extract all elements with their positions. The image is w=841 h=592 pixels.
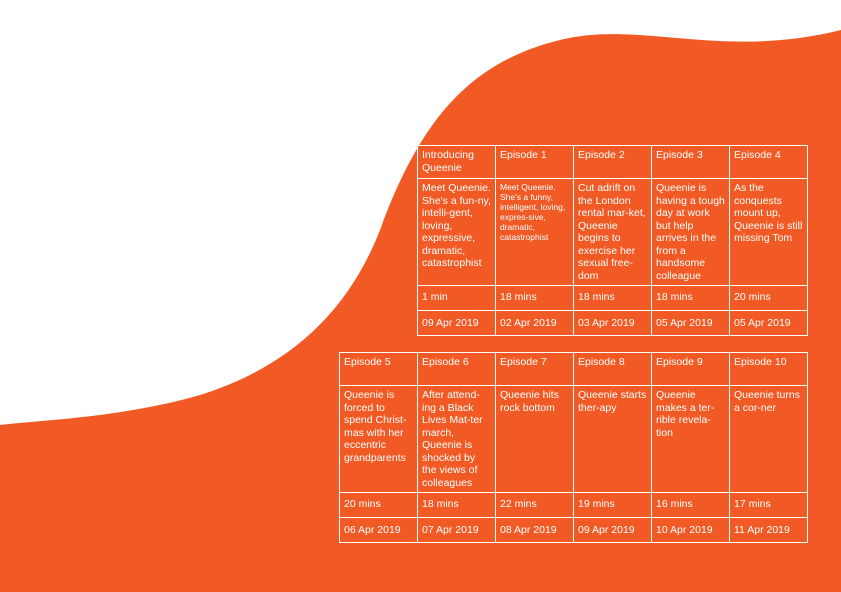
episode-date-cell: 09 Apr 2019 (573, 517, 652, 543)
episode-description-cell: Queenie is forced to spend Christ-mas wi… (339, 385, 418, 493)
episode-title-cell: Episode 2 (573, 145, 652, 179)
episode-duration-cell: 20 mins (339, 492, 418, 518)
episode-date-cell: 03 Apr 2019 (573, 310, 652, 336)
episode-description-cell: As the conquests mount up, Queenie is st… (729, 178, 808, 286)
episode-description-cell: Cut adrift on the London rental mar-ket,… (573, 178, 652, 286)
episode-duration-cell: 22 mins (495, 492, 574, 518)
episode-duration-cell: 19 mins (573, 492, 652, 518)
episode-title-cell: Introducing Queenie (417, 145, 496, 179)
episode-date-cell: 02 Apr 2019 (495, 310, 574, 336)
episode-table-bottom: Episode 5 Episode 6 Episode 7 Episode 8 … (339, 352, 808, 543)
episode-duration-cell: 18 mins (573, 285, 652, 311)
episode-date-cell: 05 Apr 2019 (729, 310, 808, 336)
episode-duration-cell: 18 mins (417, 492, 496, 518)
episode-date-cell: 11 Apr 2019 (729, 517, 808, 543)
episode-title-cell: Episode 10 (729, 352, 808, 386)
episode-date-cell: 09 Apr 2019 (417, 310, 496, 336)
episode-date-cell: 05 Apr 2019 (651, 310, 730, 336)
episode-duration-cell: 17 mins (729, 492, 808, 518)
episode-duration-cell: 20 mins (729, 285, 808, 311)
episode-title-cell: Episode 6 (417, 352, 496, 386)
episode-description-cell: Queenie is having a tough day at work bu… (651, 178, 730, 286)
episode-duration-cell: 16 mins (651, 492, 730, 518)
episode-table-top: Introducing Queenie Episode 1 Episode 2 … (417, 145, 808, 336)
episode-date-cell: 10 Apr 2019 (651, 517, 730, 543)
episode-description-cell: Queenie hits rock bottom (495, 385, 574, 493)
episode-title-cell: Episode 3 (651, 145, 730, 179)
episode-description-cell: Queenie makes a ter-rible revela-tion (651, 385, 730, 493)
episode-date-cell: 07 Apr 2019 (417, 517, 496, 543)
episode-title-cell: Episode 5 (339, 352, 418, 386)
episode-title-cell: Episode 1 (495, 145, 574, 179)
episode-title-cell: Episode 4 (729, 145, 808, 179)
episode-description-cell: Queenie starts ther-apy (573, 385, 652, 493)
episode-duration-cell: 18 mins (495, 285, 574, 311)
episode-duration-cell: 18 mins (651, 285, 730, 311)
episode-description-cell: Queenie turns a cor-ner (729, 385, 808, 493)
episode-description-cell: Meet Queenie. She's a funny, intelligent… (495, 178, 574, 286)
episode-duration-cell: 1 min (417, 285, 496, 311)
episode-title-cell: Episode 8 (573, 352, 652, 386)
episode-description-cell: Meet Queenie. She's a fun-ny, intelli-ge… (417, 178, 496, 286)
episode-date-cell: 06 Apr 2019 (339, 517, 418, 543)
episode-date-cell: 08 Apr 2019 (495, 517, 574, 543)
episode-title-cell: Episode 7 (495, 352, 574, 386)
episode-title-cell: Episode 9 (651, 352, 730, 386)
episode-description-cell: After attend-ing a Black Lives Mat-ter m… (417, 385, 496, 493)
